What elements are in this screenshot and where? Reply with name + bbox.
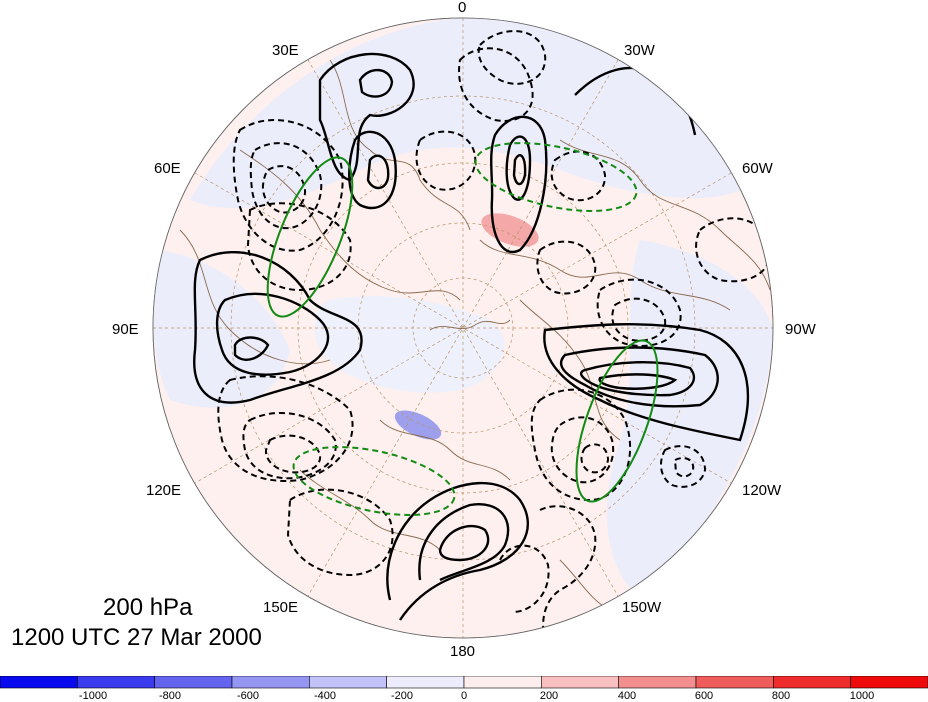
lon-label-90e: 90E (112, 321, 139, 338)
colorbar (0, 676, 928, 689)
negative-anomaly-patch (394, 410, 442, 440)
lon-label-120e: 120E (146, 482, 182, 499)
colorbar-segment (695, 676, 774, 689)
lon-label-90w: 90W (785, 321, 816, 338)
negative-anomaly-region-center (314, 296, 505, 393)
ellipse-dashed-south (292, 446, 456, 516)
ellipse-solid-east (575, 339, 659, 503)
colorbar-segment (850, 676, 928, 689)
negative-anomaly-region-west (153, 250, 290, 408)
colorbar-tick: -1000 (78, 690, 108, 702)
negative-anomaly-region-east (606, 240, 773, 600)
colorbar-tick: 800 (771, 690, 791, 702)
ellipse-dashed-north (474, 142, 638, 212)
colorbar-segment (773, 676, 851, 689)
colorbar-tick: -400 (313, 690, 337, 702)
colorbar-tick: -800 (158, 690, 182, 702)
lon-label-30e: 30E (272, 42, 299, 59)
colorbar-tick: 400 (617, 690, 637, 702)
ellipse-solid-west (266, 156, 354, 318)
colorbar-segment (386, 676, 465, 689)
lon-label-60e: 60E (154, 160, 181, 177)
colorbar-tick: -200 (390, 690, 414, 702)
colorbar-segment (154, 676, 233, 689)
lon-label-30w: 30W (624, 42, 655, 59)
colorbar-segment (0, 676, 78, 689)
colorbar-tick: 200 (539, 690, 559, 702)
coastlines (179, 59, 771, 611)
colorbar-segment (77, 676, 155, 689)
colorbar-segment (309, 676, 387, 689)
valid-time-label: 1200 UTC 27 Mar 2000 (11, 624, 262, 651)
ellipse-overlays (266, 142, 659, 516)
colorbar-tick: 600 (694, 690, 714, 702)
colorbar-segment (231, 676, 310, 689)
colorbar-tick: 1000 (849, 690, 875, 702)
colorbar-segment (541, 676, 619, 689)
colorbar-segment (618, 676, 697, 689)
lon-label-0: 0 (458, 0, 467, 16)
lon-label-150e: 150E (263, 599, 299, 616)
pressure-level-label: 200 hPa (103, 594, 193, 621)
lon-label-150w: 150W (622, 599, 662, 616)
colorbar-tick: -600 (236, 690, 260, 702)
colorbar-segment (463, 676, 542, 689)
lon-label-120w: 120W (742, 482, 782, 499)
lon-label-180: 180 (450, 643, 476, 660)
colorbar-tick: 0 (460, 690, 468, 702)
lon-label-60w: 60W (742, 160, 773, 177)
